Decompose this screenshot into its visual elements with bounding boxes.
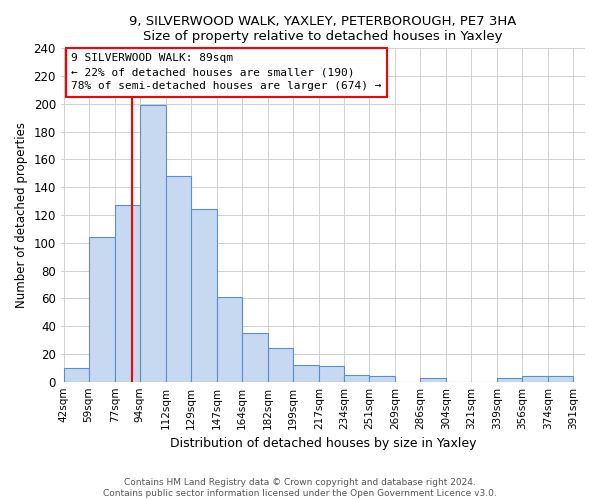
Bar xyxy=(522,376,548,382)
Bar xyxy=(242,333,268,382)
Bar xyxy=(166,176,191,382)
Bar xyxy=(64,368,89,382)
Bar xyxy=(89,237,115,382)
X-axis label: Distribution of detached houses by size in Yaxley: Distribution of detached houses by size … xyxy=(170,437,476,450)
Bar xyxy=(293,365,319,382)
Text: Contains HM Land Registry data © Crown copyright and database right 2024.
Contai: Contains HM Land Registry data © Crown c… xyxy=(103,478,497,498)
Bar xyxy=(115,206,140,382)
Y-axis label: Number of detached properties: Number of detached properties xyxy=(15,122,28,308)
Text: 9 SILVERWOOD WALK: 89sqm
← 22% of detached houses are smaller (190)
78% of semi-: 9 SILVERWOOD WALK: 89sqm ← 22% of detach… xyxy=(71,54,382,92)
Bar xyxy=(268,348,293,382)
Bar xyxy=(191,210,217,382)
Bar xyxy=(140,106,166,382)
Bar xyxy=(548,376,574,382)
Bar xyxy=(217,297,242,382)
Bar xyxy=(420,378,446,382)
Bar xyxy=(369,376,395,382)
Bar xyxy=(319,366,344,382)
Bar xyxy=(344,374,369,382)
Title: 9, SILVERWOOD WALK, YAXLEY, PETERBOROUGH, PE7 3HA
Size of property relative to d: 9, SILVERWOOD WALK, YAXLEY, PETERBOROUGH… xyxy=(129,15,517,43)
Bar xyxy=(497,378,522,382)
